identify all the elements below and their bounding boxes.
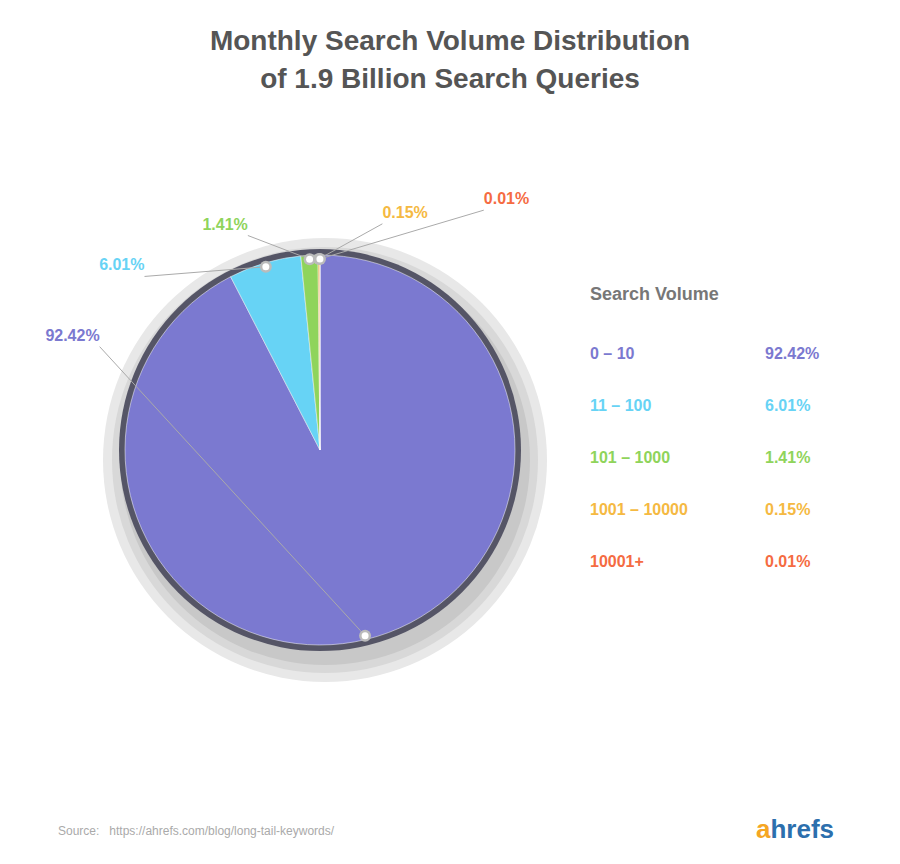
label-dot — [314, 253, 326, 265]
data-label: 0.15% — [382, 204, 427, 221]
pie-shadow — [112, 247, 538, 673]
legend-value: 6.01% — [765, 397, 810, 414]
chart: Monthly Search Volume Distribution of 1.9… — [0, 0, 900, 864]
logo: ahrefs — [756, 814, 834, 844]
legend-value: 92.42% — [765, 345, 819, 362]
leader-line — [319, 224, 382, 259]
leader-line — [248, 236, 310, 260]
pie-slice — [301, 255, 320, 450]
logo-part: a — [756, 814, 771, 844]
pie-slice — [231, 256, 320, 450]
legend-value: 0.15% — [765, 501, 810, 518]
label-dot-inner — [362, 632, 369, 639]
pie-slice — [319, 255, 320, 450]
pie-border — [119, 249, 521, 651]
label-dot-inner — [316, 255, 323, 262]
legend-label: 0 – 10 — [590, 345, 635, 362]
label-dot — [313, 253, 325, 265]
leader-line — [100, 347, 365, 636]
label-dot — [359, 630, 371, 642]
pie-shadow — [103, 238, 547, 682]
data-label: 6.01% — [99, 256, 144, 273]
legend-label: 11 – 100 — [590, 397, 652, 414]
data-label: 1.41% — [202, 216, 247, 233]
legend-label: 101 – 1000 — [590, 449, 670, 466]
legend-value: 0.01% — [765, 553, 810, 570]
legend-title: Search Volume — [590, 284, 719, 304]
pie — [103, 238, 547, 682]
label-dot — [260, 261, 272, 273]
title: Monthly Search Volume Distribution — [210, 25, 690, 56]
logo-part: hrefs — [770, 814, 834, 844]
label-dot-inner — [262, 263, 269, 270]
label-dot-inner — [306, 256, 313, 263]
legend-label: 1001 – 10000 — [590, 501, 688, 518]
leader-line — [320, 210, 484, 259]
data-labels: 92.42% 6.01% 1.41% 0.15% 0.01% — [45, 190, 529, 642]
data-label: 0.01% — [484, 190, 529, 207]
legend: Search Volume 0 – 10 92.42% 11 – 100 6.01% 10… — [590, 284, 819, 570]
leader-line — [145, 267, 266, 277]
legend-value: 1.41% — [765, 449, 810, 466]
data-label: 92.42% — [45, 327, 99, 344]
pie-slice — [318, 255, 320, 450]
source-note: Source: https://ahrefs.com/blog/long-tai… — [58, 824, 335, 838]
subtitle: of 1.9 Billion Search Queries — [260, 63, 640, 94]
legend-label: 10001+ — [590, 553, 644, 570]
